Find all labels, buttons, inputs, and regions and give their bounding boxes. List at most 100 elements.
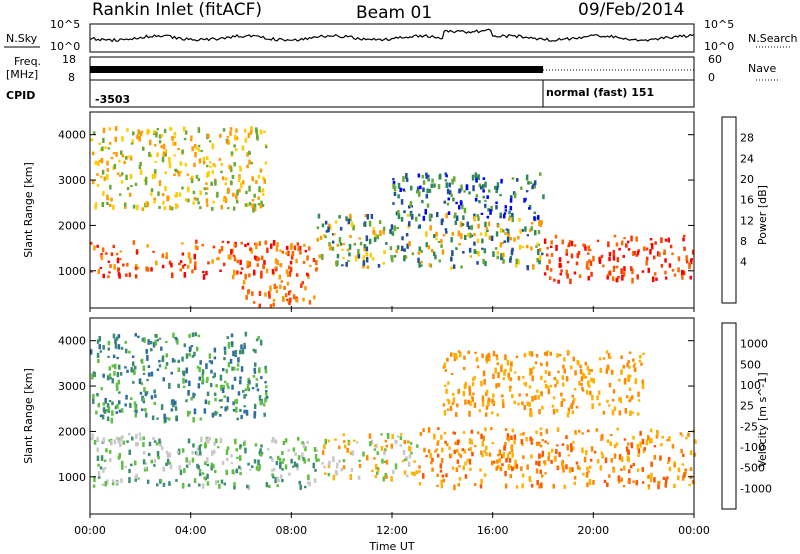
scatter-cell xyxy=(406,243,409,249)
scatter-cell xyxy=(124,340,127,344)
scatter-cell xyxy=(434,450,437,453)
scatter-cell xyxy=(295,298,299,303)
scatter-cell xyxy=(181,149,184,154)
scatter-cell xyxy=(151,174,155,180)
scatter-cell xyxy=(210,383,213,388)
scatter-cell xyxy=(126,369,129,373)
scatter-cell xyxy=(663,249,666,255)
scatter-cell xyxy=(481,400,485,407)
scatter-cell xyxy=(421,199,424,204)
scatter-cell xyxy=(590,369,594,372)
scatter-cell xyxy=(303,459,306,464)
scatter-cell xyxy=(194,245,198,250)
scatter-cell xyxy=(632,358,635,362)
scatter-cell xyxy=(345,216,348,222)
scatter-cell xyxy=(540,391,543,397)
scatter-cell xyxy=(133,410,137,413)
scatter-cell xyxy=(342,459,346,463)
station-title: Rankin Inlet (fitACF) xyxy=(92,0,262,20)
scatter-cell xyxy=(587,470,590,473)
scatter-cell xyxy=(93,476,96,482)
scatter-cell xyxy=(292,465,295,468)
scatter-cell xyxy=(219,269,222,272)
scatter-cell xyxy=(673,461,676,464)
scatter-cell xyxy=(222,198,226,202)
scatter-cell xyxy=(425,231,428,237)
scatter-cell xyxy=(168,382,171,389)
scatter-cell xyxy=(532,366,535,370)
scatter-cell xyxy=(139,132,143,137)
scatter-cell xyxy=(637,399,641,402)
scatter-cell xyxy=(592,378,595,384)
scatter-cell xyxy=(427,449,431,454)
scatter-cell xyxy=(482,258,485,265)
scatter-cell xyxy=(376,471,379,475)
scatter-cell xyxy=(478,200,481,204)
scatter-cell xyxy=(247,462,250,466)
colorbar-tick-label: 100 xyxy=(740,379,761,392)
scatter-cell xyxy=(252,207,255,213)
scatter-cell xyxy=(175,479,178,482)
scatter-cell xyxy=(230,454,233,458)
scatter-cell xyxy=(120,346,124,350)
scatter-cell xyxy=(206,376,209,382)
scatter-cell xyxy=(543,380,547,383)
scatter-cell xyxy=(206,156,209,160)
scatter-cell xyxy=(162,151,166,157)
scatter-cell xyxy=(196,451,199,457)
scatter-cell xyxy=(217,446,220,449)
scatter-cell xyxy=(236,456,239,459)
scatter-cell xyxy=(245,190,248,195)
scatter-cell xyxy=(327,463,331,469)
scatter-cell xyxy=(252,301,256,304)
scatter-cell xyxy=(161,355,165,362)
scatter-cell xyxy=(106,416,110,422)
scatter-cell xyxy=(264,292,267,297)
scatter-cell xyxy=(587,266,590,271)
scatter-cell xyxy=(336,243,340,247)
scatter-cell xyxy=(281,451,284,456)
scatter-cell xyxy=(469,467,472,471)
scatter-cell xyxy=(284,293,288,298)
scatter-cell xyxy=(534,361,538,365)
scatter-cell xyxy=(529,408,532,412)
scatter-cell xyxy=(536,479,539,485)
scatter-cell xyxy=(91,373,94,380)
scatter-cell xyxy=(403,190,406,193)
scatter-cell xyxy=(430,213,433,218)
scatter-cell xyxy=(209,165,212,168)
scatter-cell xyxy=(140,382,144,386)
scatter-cell xyxy=(132,361,135,367)
scatter-cell xyxy=(163,206,167,211)
scatter-cell xyxy=(370,214,374,219)
scatter-cell xyxy=(176,339,179,345)
scatter-cell xyxy=(175,417,178,422)
scatter-cell xyxy=(143,467,147,472)
scatter-cell xyxy=(400,433,403,436)
scatter-cell xyxy=(338,215,341,219)
scatter-cell xyxy=(587,429,590,433)
scatter-cell xyxy=(352,224,355,231)
scatter-cell xyxy=(457,452,461,456)
scatter-cell xyxy=(251,203,254,208)
scatter-cell xyxy=(191,332,195,337)
scatter-cell xyxy=(240,344,243,350)
scatter-cell xyxy=(691,249,695,255)
scatter-cell xyxy=(226,396,230,403)
scatter-cell xyxy=(243,409,246,414)
scatter-cell xyxy=(237,357,240,363)
scatter-cell xyxy=(487,221,491,227)
scatter-cell xyxy=(168,157,171,163)
scatter-cell xyxy=(167,196,171,200)
scatter-cell xyxy=(188,346,192,353)
scatter-cell xyxy=(409,201,413,208)
scatter-cell xyxy=(162,377,165,382)
scatter-cell xyxy=(281,250,284,254)
scatter-cell xyxy=(504,442,507,446)
scatter-cell xyxy=(96,393,99,397)
scatter-cell xyxy=(434,254,437,260)
scatter-cell xyxy=(215,384,218,388)
scatter-cell xyxy=(500,178,503,184)
scatter-cell xyxy=(383,450,386,456)
